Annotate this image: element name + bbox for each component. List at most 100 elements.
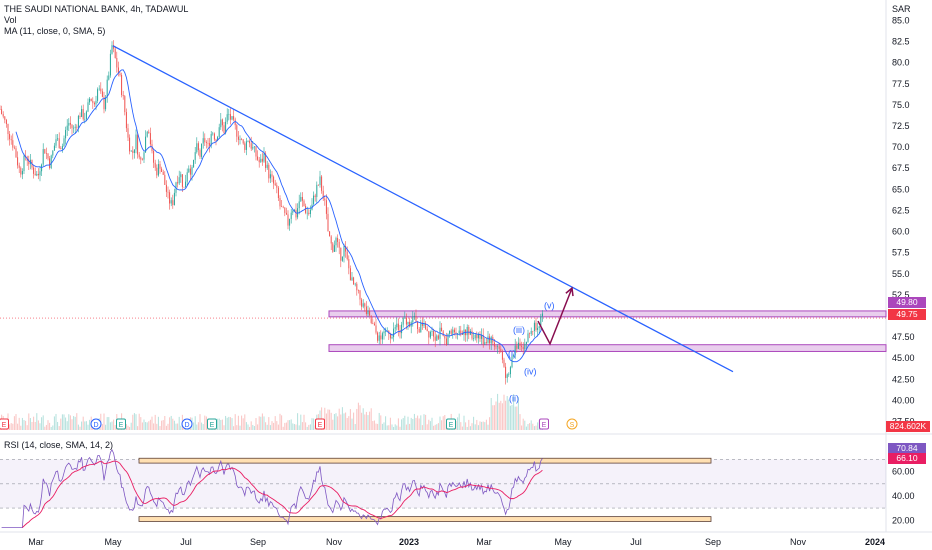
volume-bar [105,424,107,430]
volume-bar [476,419,478,430]
candle-body [279,198,281,207]
candle-body [477,334,479,339]
volume-bar [463,415,465,430]
candle-body [370,315,372,323]
rsi-overbought-zone [138,457,712,464]
volume-bar [428,419,430,430]
candle-body [345,246,347,252]
candle-body [466,326,468,336]
price-tick-label: 77.5 [892,79,910,89]
price-tick-label: 60.0 [892,227,910,237]
volume-bar [298,425,300,430]
time-axis[interactable]: Mar May Jul Sep Nov 2023 Mar May Jul Sep Nov 2024 [28,537,885,547]
candle-body [65,129,67,139]
candle-body [106,79,108,98]
chart-drawings[interactable] [112,45,734,373]
volume-bar [354,424,356,430]
candle-body [309,209,311,214]
candle-body [257,156,259,160]
volume-legend[interactable]: Vol [4,15,17,25]
volume-bar [61,414,63,430]
time-tick-label: May [104,537,122,547]
candle-body [511,356,513,368]
candle-body [351,277,353,281]
volume-bar [329,409,331,430]
volume-bar [396,425,398,430]
candle-body [90,98,92,101]
volume-bar [58,426,60,430]
volume-bar [164,415,166,430]
candle-body [433,331,435,337]
volume-bar [513,394,515,430]
volume-bar [429,421,431,430]
volume-bar [60,418,62,430]
candle-body [247,141,249,142]
candle-body [89,98,91,103]
candle-body [68,122,70,126]
candle-body [263,153,265,162]
candle-body [489,336,491,344]
wave-labels[interactable]: (i) (ii) (iii) (iv) (v) [508,300,555,403]
candle-body [421,322,423,326]
candle-body [260,158,262,163]
volume-bar [196,424,198,430]
candle-body [495,346,497,348]
candle-body [135,134,137,150]
volume-bar [135,414,137,430]
volume-bar [29,418,31,430]
candle-body [369,310,371,316]
volume-bar [503,394,505,430]
event-marker-box [207,418,217,430]
candle-body [276,185,278,188]
candle-body [193,159,195,168]
moving-average-path [15,69,543,363]
symbol-title[interactable]: THE SAUDI NATIONAL BANK, 4h, TADAWUL [4,4,189,14]
volume-bar [260,416,262,430]
rsi-legend[interactable]: RSI (14, close, SMA, 14, 2) [4,440,114,450]
candle-body [229,114,231,120]
candle-body [473,338,475,339]
volume-bar [77,424,79,430]
candle-body [97,89,99,101]
volume-bar [292,423,294,430]
candle-body [61,146,63,150]
candle-body [105,97,107,110]
candle-body [18,165,20,168]
candle-body [148,131,150,134]
candle-body [253,146,255,148]
volume-bar [113,419,115,430]
ma-legend[interactable]: MA (11, close, 0, SMA, 5) [4,26,106,36]
volume-bar [399,426,401,430]
volume-tag: 824.602K [886,421,930,432]
candle-body [289,218,291,226]
price-tick-label: 62.5 [892,205,910,215]
price-tick-label: 47.50 [892,332,915,342]
candle-body [85,111,87,120]
volume-bar [290,419,292,430]
candle-body [503,359,505,367]
candle-body [103,96,105,110]
price-zones[interactable] [0,310,887,352]
volume-bar [473,416,475,430]
volume-bar [145,422,147,430]
candle-body [431,331,433,332]
volume-bar [345,412,347,430]
chart-legend: THE SAUDI NATIONAL BANK, 4h, TADAWUL Vol… [4,4,188,37]
candle-body [45,153,47,154]
candle-body [157,164,159,176]
volume-bar [465,422,467,430]
volume-bar [76,413,78,430]
last-price-tag: 49.75 [888,309,926,320]
event-marker-box [0,418,9,430]
candle-body [165,184,167,192]
volume-bar [87,424,89,430]
candle-body [367,310,369,315]
volume-bar [514,406,516,430]
volume-bar [37,420,39,430]
volume-bar [359,405,361,430]
volume-bar [431,417,433,430]
candle-body [207,143,209,144]
volume-bar [201,422,203,430]
